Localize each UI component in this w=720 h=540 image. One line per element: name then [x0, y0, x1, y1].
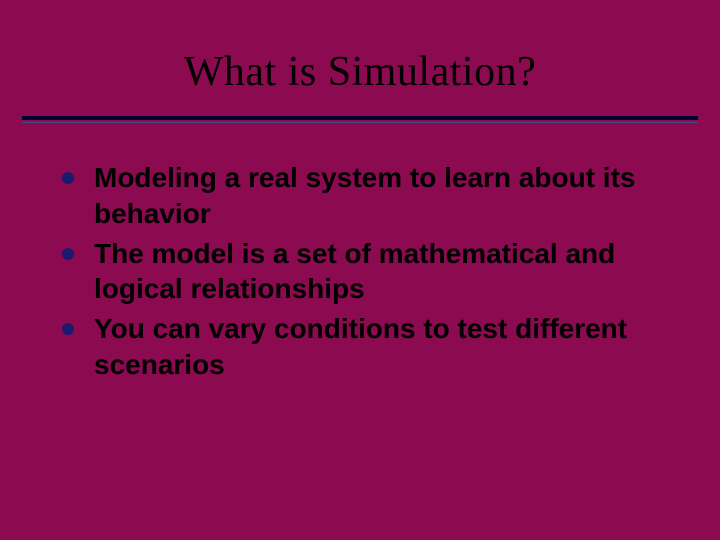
- list-item: Modeling a real system to learn about it…: [58, 160, 660, 232]
- divider-thin: [22, 122, 698, 123]
- bullet-list: Modeling a real system to learn about it…: [58, 160, 660, 383]
- bullet-icon: [62, 323, 74, 335]
- title-area: What is Simulation?: [0, 0, 720, 96]
- list-item: The model is a set of mathematical and l…: [58, 236, 660, 308]
- content-area: Modeling a real system to learn about it…: [58, 160, 660, 387]
- title-divider: [0, 116, 720, 123]
- slide-title: What is Simulation?: [0, 48, 720, 96]
- bullet-text: Modeling a real system to learn about it…: [94, 162, 635, 229]
- bullet-text: You can vary conditions to test differen…: [94, 313, 627, 380]
- bullet-text: The model is a set of mathematical and l…: [94, 238, 615, 305]
- divider-thick: [22, 116, 698, 120]
- list-item: You can vary conditions to test differen…: [58, 311, 660, 383]
- bullet-icon: [62, 248, 74, 260]
- bullet-icon: [62, 172, 74, 184]
- slide: What is Simulation? Modeling a real syst…: [0, 0, 720, 540]
